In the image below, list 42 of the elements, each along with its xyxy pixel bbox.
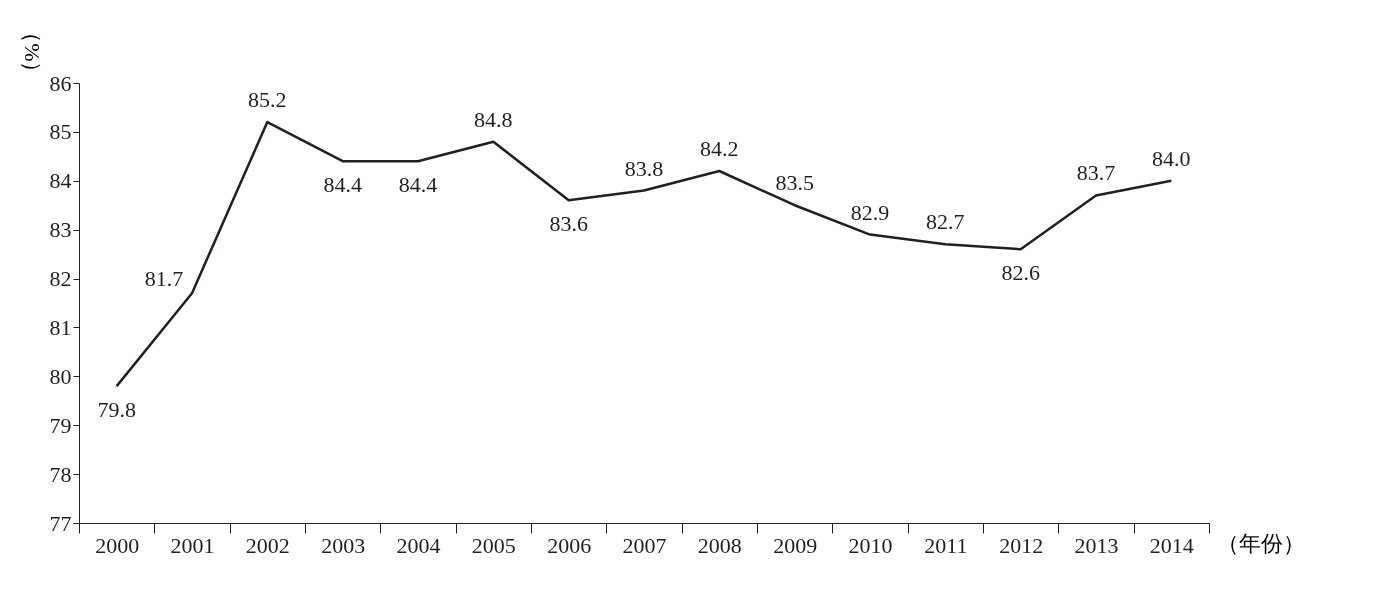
x-tick-label: 2001 — [170, 532, 215, 558]
x-tick-label: 2013 — [1074, 532, 1119, 558]
x-tick-label: 2011 — [924, 532, 968, 558]
y-tick-label: 80 — [49, 363, 72, 389]
x-tick-label: 2002 — [245, 532, 290, 558]
x-tick-label: 2000 — [95, 532, 140, 558]
y-tick-label: 82 — [49, 266, 72, 292]
x-tick-label: 2004 — [396, 532, 441, 558]
text: 83.7 — [1076, 160, 1116, 186]
x-tick-label: 2010 — [848, 532, 893, 558]
x-tick-label: 2014 — [1149, 532, 1194, 558]
y-tick-label: 85 — [49, 119, 72, 145]
y-tick-label: 84 — [49, 168, 72, 194]
x-axis-title: （年份） — [1216, 530, 1305, 556]
text: 84.2 — [700, 136, 739, 161]
text: 83.8 — [624, 155, 664, 181]
x-tick-label: 2008 — [697, 532, 742, 558]
x-tick-label: 2006 — [547, 532, 592, 558]
x-tick-label: 2005 — [471, 532, 516, 558]
y-tick-label: 78 — [49, 461, 72, 487]
y-tick-label: 86 — [49, 70, 72, 96]
y-axis-title: （%） — [19, 21, 45, 84]
x-tick-label: 2012 — [999, 532, 1044, 558]
text: 83.5 — [775, 170, 814, 196]
text: 84.0 — [1152, 145, 1191, 171]
text: 84.8 — [474, 106, 513, 132]
x-tick-label: 2009 — [773, 532, 818, 558]
y-tick-label: 83 — [49, 217, 72, 243]
y-tick-label: 77 — [49, 510, 72, 536]
text: 79.8 — [97, 397, 136, 423]
text: 81.7 — [144, 266, 184, 292]
text: 83.6 — [549, 211, 588, 237]
text: 82.9 — [850, 199, 890, 225]
y-tick-label: 81 — [49, 314, 72, 340]
text: 82.7 — [926, 209, 965, 235]
text: 82.6 — [1001, 260, 1040, 286]
y-tick-label: 79 — [49, 412, 72, 438]
text: 84.4 — [398, 172, 438, 198]
x-tick-label: 2003 — [321, 532, 366, 558]
text: 84.4 — [323, 172, 362, 198]
text: 85.2 — [248, 87, 287, 113]
x-tick-label: 2007 — [622, 532, 667, 558]
